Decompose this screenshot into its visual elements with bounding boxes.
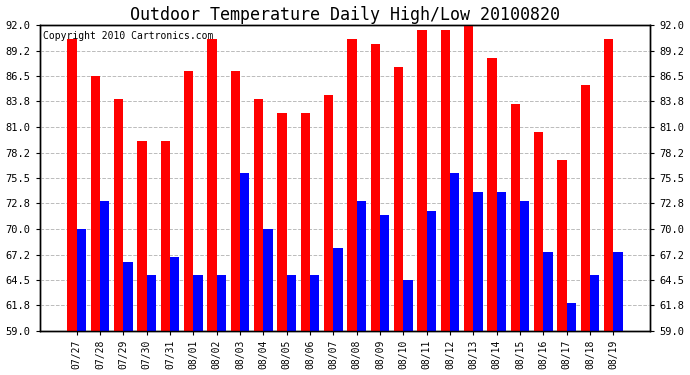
Bar [124,261,132,331]
Bar [380,215,389,331]
Bar [161,141,170,331]
Bar [100,201,109,331]
Bar [441,30,450,331]
Bar [230,72,240,331]
Bar [473,192,483,331]
Bar [558,159,566,331]
Bar [333,248,343,331]
Bar [581,86,590,331]
Bar [147,275,156,331]
Bar [604,39,613,331]
Bar [114,99,124,331]
Bar [277,113,286,331]
Bar [511,104,520,331]
Bar [371,44,380,331]
Bar [464,25,473,331]
Bar [613,252,622,331]
Bar [254,99,264,331]
Bar [417,30,426,331]
Bar [184,72,193,331]
Bar [137,141,147,331]
Bar [286,275,296,331]
Bar [426,210,436,331]
Bar [450,174,460,331]
Bar [497,192,506,331]
Bar [77,229,86,331]
Bar [347,39,357,331]
Bar [264,229,273,331]
Bar [324,94,333,331]
Bar [90,76,100,331]
Bar [240,174,249,331]
Bar [394,67,404,331]
Bar [487,57,497,331]
Bar [520,201,529,331]
Title: Outdoor Temperature Daily High/Low 20100820: Outdoor Temperature Daily High/Low 20100… [130,6,560,24]
Bar [404,280,413,331]
Bar [310,275,319,331]
Bar [193,275,203,331]
Bar [534,132,543,331]
Bar [357,201,366,331]
Bar [217,275,226,331]
Text: Copyright 2010 Cartronics.com: Copyright 2010 Cartronics.com [43,31,213,41]
Bar [207,39,217,331]
Bar [566,303,576,331]
Bar [301,113,310,331]
Bar [68,39,77,331]
Bar [170,257,179,331]
Bar [590,275,600,331]
Bar [543,252,553,331]
